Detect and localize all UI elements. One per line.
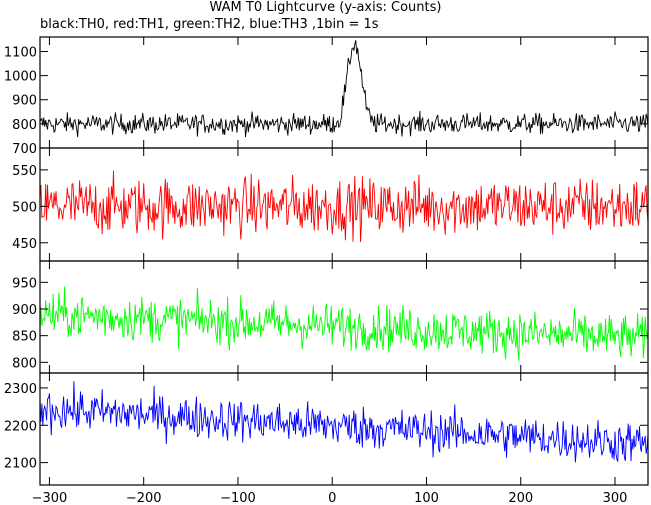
y-tick-label: 550 (12, 164, 37, 179)
y-tick-label: 1000 (4, 70, 37, 85)
x-tick-label: −200 (126, 491, 162, 505)
x-tick-label: 200 (508, 491, 533, 505)
y-tick-label: 800 (12, 118, 37, 133)
y-tick-label: 2300 (4, 382, 37, 397)
y-tick-label: 800 (12, 356, 37, 371)
series-line-th2 (40, 286, 648, 361)
chart-subtitle: black:TH0, red:TH1, green:TH2, blue:TH3 … (40, 17, 379, 32)
y-tick-label: 700 (12, 142, 37, 157)
series-line-th3 (40, 381, 648, 463)
panel-frame (39, 372, 649, 486)
y-tick-label: 900 (12, 303, 37, 318)
series-line-th0 (40, 40, 648, 138)
x-tick-label: 0 (328, 491, 336, 505)
y-tick-label: 450 (12, 237, 37, 252)
series-line-th1 (40, 170, 648, 242)
x-tick-label: 100 (414, 491, 439, 505)
y-tick-label: 850 (12, 330, 37, 345)
y-tick-label: 2200 (4, 419, 37, 434)
x-tick-label: 300 (603, 491, 628, 505)
chart-title: WAM T0 Lightcurve (y-axis: Counts) (209, 0, 442, 15)
y-tick-label: 950 (12, 276, 37, 291)
x-tick-label: −300 (32, 491, 68, 505)
y-tick-label: 900 (12, 94, 37, 109)
panel-frame (39, 147, 649, 262)
y-tick-label: 2100 (4, 457, 37, 472)
panel-frame (39, 260, 649, 374)
x-tick-label: −100 (220, 491, 256, 505)
y-tick-label: 1100 (4, 45, 37, 60)
y-tick-label: 500 (12, 200, 37, 215)
